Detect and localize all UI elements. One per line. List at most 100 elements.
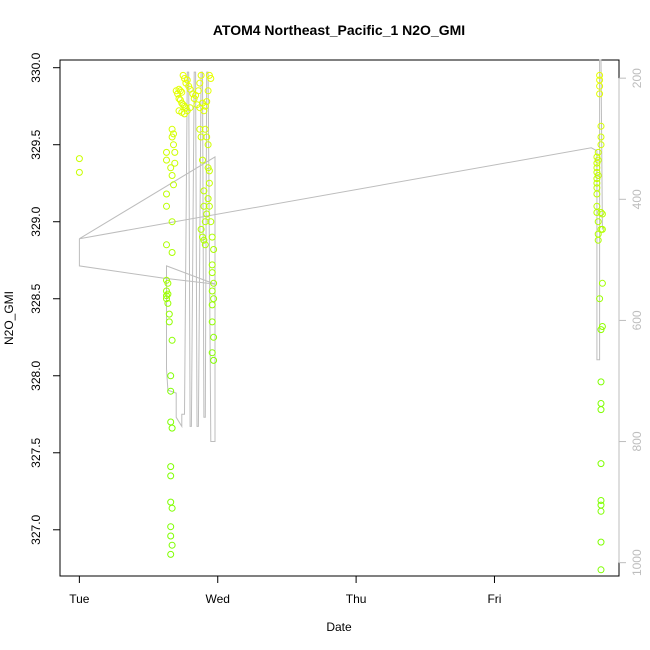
data-point — [167, 164, 175, 172]
data-point — [196, 79, 204, 87]
data-point — [171, 159, 179, 167]
data-point — [597, 538, 605, 546]
data-point — [598, 225, 606, 233]
data-point — [176, 87, 184, 95]
data-point — [199, 156, 206, 164]
data-point — [593, 164, 601, 172]
concentration-line-layer — [78, 59, 603, 442]
data-point — [597, 497, 605, 504]
data-point — [204, 195, 212, 203]
y-tick-label: 329.0 — [29, 206, 43, 236]
data-point — [203, 98, 211, 106]
right-tick-label: 400 — [630, 189, 644, 209]
plot-frame — [59, 59, 620, 577]
data-point-layer — [75, 71, 606, 574]
data-point — [594, 156, 602, 164]
data-point — [200, 187, 208, 195]
data-point — [597, 141, 605, 149]
data-point — [170, 130, 177, 138]
data-point — [205, 202, 213, 210]
data-point — [168, 336, 176, 344]
data-point — [596, 295, 604, 303]
data-point — [197, 225, 205, 233]
data-point — [167, 463, 175, 471]
data-point — [204, 87, 212, 95]
data-point — [594, 218, 602, 226]
y-axis: 327.0 327.5 328.0 328.5 329.0 329.5 330.0 — [29, 52, 61, 545]
data-point — [210, 295, 218, 303]
data-point — [597, 209, 605, 216]
data-point — [210, 279, 218, 287]
data-point — [597, 122, 605, 130]
data-point — [163, 190, 170, 198]
data-point — [168, 424, 176, 432]
data-point — [168, 249, 176, 256]
data-point — [75, 155, 83, 163]
data-point — [168, 125, 176, 133]
y-tick-label: 329.5 — [29, 129, 43, 159]
data-point — [204, 141, 212, 149]
x-tick-label: Tue — [69, 592, 90, 606]
data-point — [208, 301, 216, 309]
concentration-line — [78, 59, 603, 442]
data-point — [171, 148, 179, 156]
y-axis-label: N2O_GMI — [2, 291, 16, 345]
data-point — [597, 133, 605, 141]
right-tick-label: 1000 — [630, 549, 644, 576]
data-point — [210, 333, 218, 341]
data-point — [197, 71, 205, 79]
data-point — [593, 175, 601, 183]
data-point — [208, 261, 216, 269]
right-axis: 200 400 600 800 1000 — [618, 68, 644, 576]
data-point — [167, 418, 175, 426]
data-point — [593, 190, 601, 198]
x-tick-label: Thu — [346, 592, 367, 606]
data-point — [598, 210, 606, 218]
data-point — [168, 541, 176, 549]
x-tick-label: Wed — [206, 592, 230, 606]
data-point — [594, 148, 602, 156]
data-point — [593, 179, 601, 187]
data-point — [208, 349, 216, 357]
data-point — [208, 318, 216, 326]
right-tick-label: 800 — [630, 431, 644, 451]
data-point — [596, 82, 604, 90]
data-point — [597, 400, 605, 407]
data-point — [165, 310, 173, 318]
y-tick-label: 327.5 — [29, 437, 43, 467]
data-point — [210, 356, 218, 364]
data-point — [597, 460, 605, 468]
y-tick-label: 330.0 — [29, 52, 43, 82]
data-point — [186, 104, 194, 112]
data-point — [203, 210, 211, 218]
y-tick-label: 328.5 — [29, 283, 43, 313]
data-point — [593, 159, 601, 167]
data-point — [164, 299, 172, 307]
data-point — [594, 236, 602, 244]
data-point — [204, 164, 212, 172]
data-point — [178, 88, 186, 96]
data-point — [598, 279, 606, 287]
data-point — [163, 202, 170, 210]
data-point — [164, 290, 172, 298]
data-point — [167, 523, 175, 531]
data-point — [210, 246, 218, 253]
chart-title: ATOM4 Northeast_Pacific_1 N2O_GMI — [213, 22, 465, 38]
data-point — [170, 181, 177, 189]
y-tick-label: 328.0 — [29, 360, 43, 390]
data-point — [167, 498, 175, 506]
data-point — [207, 218, 215, 226]
data-point — [168, 172, 176, 179]
data-point — [594, 172, 602, 179]
data-point — [205, 167, 213, 175]
x-axis: Tue Wed Thu Fri — [69, 575, 501, 606]
data-point — [163, 156, 170, 164]
data-point — [167, 472, 175, 480]
data-point — [167, 532, 175, 540]
data-point — [170, 141, 177, 149]
right-tick-label: 600 — [630, 310, 644, 330]
data-point — [168, 504, 176, 512]
data-point — [597, 507, 605, 515]
data-point — [597, 378, 605, 386]
data-point — [597, 406, 605, 414]
